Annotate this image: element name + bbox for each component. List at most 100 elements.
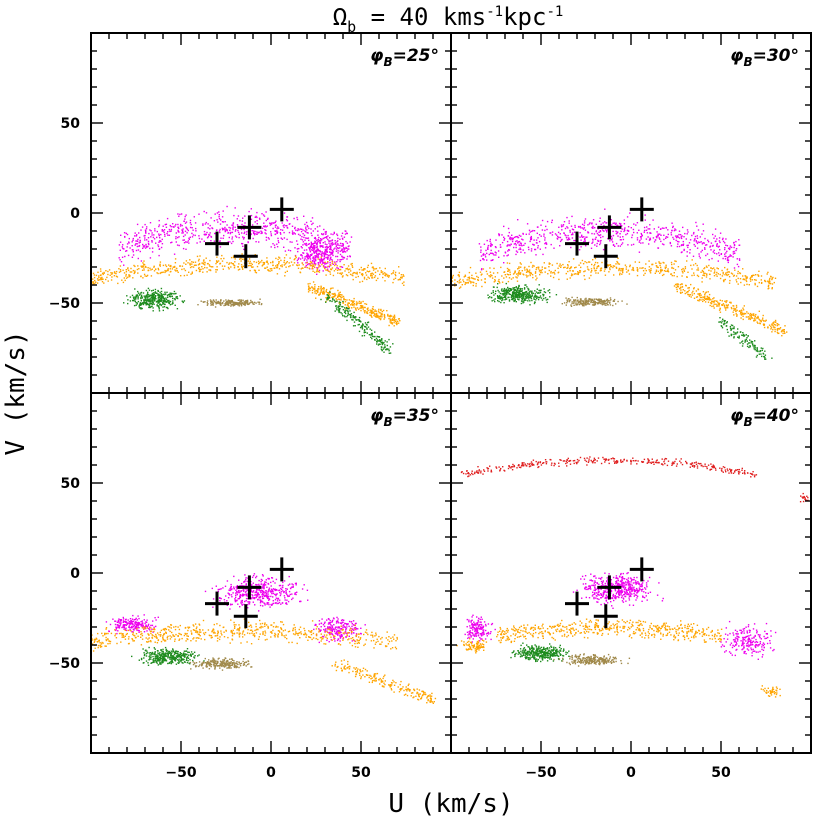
data-point <box>401 282 404 285</box>
data-point <box>281 264 283 266</box>
data-point <box>472 284 474 287</box>
data-point <box>363 330 366 332</box>
data-point <box>648 239 651 241</box>
data-point <box>602 235 604 238</box>
data-point <box>316 291 319 293</box>
data-point <box>362 324 364 326</box>
data-point <box>217 302 219 304</box>
data-point <box>361 328 364 330</box>
data-point <box>747 316 749 318</box>
data-point <box>673 263 675 265</box>
data-point <box>135 240 137 242</box>
data-point <box>175 237 177 240</box>
data-point <box>523 292 525 294</box>
data-point <box>517 236 519 239</box>
data-point <box>342 306 344 308</box>
data-point <box>316 256 318 258</box>
data-point <box>591 223 593 225</box>
data-point <box>329 244 331 246</box>
data-point <box>122 281 125 284</box>
data-point <box>596 245 598 247</box>
data-point <box>371 337 373 340</box>
data-point <box>242 225 245 227</box>
data-point <box>681 285 684 288</box>
data-point <box>272 261 274 264</box>
data-point <box>491 244 493 246</box>
data-point <box>496 286 498 289</box>
data-point <box>640 232 642 235</box>
data-point <box>255 241 257 243</box>
data-point <box>163 229 166 231</box>
data-point <box>762 317 764 319</box>
data-point <box>764 354 767 356</box>
figure-title: Ωb = 40 kms-1kpc-1 <box>333 3 564 36</box>
data-point <box>326 256 329 258</box>
data-point <box>534 293 537 295</box>
data-point <box>592 225 594 228</box>
data-point <box>353 302 356 305</box>
data-point <box>616 232 618 235</box>
data-point <box>513 296 515 299</box>
data-point <box>705 291 708 293</box>
data-point <box>504 294 507 296</box>
data-point <box>499 295 501 297</box>
data-point <box>718 309 721 311</box>
data-point <box>643 226 646 229</box>
data-point <box>497 289 499 292</box>
data-point <box>175 270 177 272</box>
data-point <box>480 274 482 276</box>
data-point <box>232 228 234 231</box>
data-point <box>512 277 514 279</box>
data-point <box>671 274 673 277</box>
data-point <box>146 293 149 295</box>
data-point <box>687 231 689 233</box>
data-point <box>548 289 551 291</box>
data-point <box>156 292 158 294</box>
data-point <box>158 299 161 302</box>
data-point <box>649 237 651 239</box>
data-point <box>337 267 339 270</box>
data-point <box>595 301 597 304</box>
data-point <box>98 275 100 277</box>
data-point <box>725 255 727 258</box>
data-point <box>301 262 303 264</box>
data-point <box>330 247 332 249</box>
data-point <box>394 273 396 276</box>
data-point <box>719 277 722 280</box>
data-point <box>238 268 241 270</box>
data-point <box>170 230 172 232</box>
data-point <box>584 298 586 300</box>
data-point <box>516 287 519 290</box>
data-point <box>579 262 582 264</box>
data-point <box>678 233 680 236</box>
data-point <box>540 297 543 299</box>
data-point <box>515 244 517 246</box>
data-point <box>742 318 744 321</box>
data-point <box>464 283 466 286</box>
data-point <box>334 247 336 249</box>
data-point <box>349 310 351 312</box>
data-point <box>339 303 341 305</box>
data-point <box>472 277 474 280</box>
data-point <box>322 237 324 240</box>
data-point <box>498 234 500 237</box>
data-point <box>115 270 118 273</box>
data-point <box>92 272 95 275</box>
data-point <box>518 297 521 299</box>
data-point <box>127 268 129 270</box>
data-point <box>770 325 772 328</box>
data-point <box>244 215 246 217</box>
data-point <box>649 238 652 241</box>
data-point <box>511 295 513 297</box>
data-point <box>716 271 718 274</box>
data-point <box>593 267 595 269</box>
data-point <box>340 294 342 296</box>
data-point <box>697 299 699 302</box>
data-point <box>749 312 752 315</box>
data-point <box>525 299 527 301</box>
data-point <box>317 258 319 260</box>
data-point <box>723 323 725 325</box>
data-point <box>573 239 575 242</box>
data-point <box>330 246 332 248</box>
data-point <box>231 299 233 302</box>
